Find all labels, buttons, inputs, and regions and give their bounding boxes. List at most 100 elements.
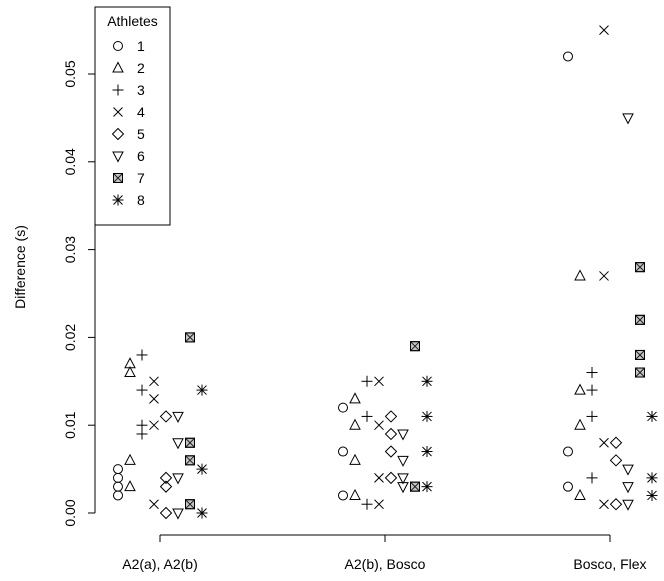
- data-point: [113, 464, 123, 475]
- legend: Athletes 1 2 3 4 5 6 7 8: [94, 6, 171, 226]
- data-point: [384, 445, 398, 458]
- y-axis-label: Difference (s): [12, 225, 28, 309]
- data-point: [172, 473, 184, 485]
- chart-points: [113, 25, 658, 520]
- data-point: [574, 269, 586, 281]
- data-point: [635, 367, 645, 378]
- data-point: [410, 481, 420, 492]
- data-point: [361, 498, 373, 510]
- data-point: [149, 420, 159, 431]
- data-point: [599, 499, 609, 510]
- data-point: [410, 341, 420, 352]
- legend-label: 8: [137, 192, 145, 208]
- y-tick-label: 0.02: [62, 324, 78, 351]
- data-point: [563, 446, 573, 457]
- data-point: [185, 437, 195, 448]
- data-point: [149, 499, 159, 510]
- legend-label: 5: [137, 126, 145, 142]
- data-point: [574, 383, 586, 395]
- data-point: [349, 418, 361, 430]
- data-point: [172, 508, 184, 520]
- data-point: [374, 376, 384, 387]
- legend-label: 4: [137, 104, 145, 120]
- axes: 0.00 0.01 0.02 0.03 0.04 0.05 A2(a), A2(b) A2(b…: [62, 60, 647, 572]
- data-point: [349, 453, 361, 465]
- data-point: [149, 376, 159, 387]
- data-point: [635, 262, 645, 273]
- data-point: [586, 384, 598, 396]
- data-point: [384, 471, 398, 485]
- data-point: [338, 490, 348, 501]
- data-point: [421, 446, 433, 458]
- legend-label: 6: [137, 148, 145, 164]
- data-point: [421, 375, 433, 387]
- legend-label: 1: [137, 38, 145, 54]
- data-point: [599, 271, 609, 281]
- data-point: [397, 455, 409, 467]
- data-point: [185, 332, 195, 343]
- legend-symbol: [112, 84, 124, 96]
- data-point: [374, 473, 384, 483]
- legend-title: Athletes: [107, 13, 158, 29]
- legend-label: 2: [137, 60, 145, 76]
- data-point: [196, 463, 208, 475]
- data-point: [185, 455, 195, 466]
- data-point: [622, 482, 634, 494]
- data-point: [196, 507, 208, 519]
- legend-symbol: [112, 194, 124, 206]
- data-point: [646, 410, 658, 422]
- data-point: [586, 472, 598, 484]
- data-point: [586, 367, 598, 379]
- data-point: [635, 349, 645, 360]
- data-point: [599, 437, 609, 448]
- data-point: [384, 427, 398, 441]
- data-point: [384, 410, 398, 423]
- data-point: [136, 349, 148, 361]
- data-point: [609, 436, 623, 449]
- data-point: [374, 420, 384, 431]
- data-point: [113, 472, 123, 483]
- data-point: [646, 489, 658, 501]
- data-point: [586, 410, 598, 422]
- data-point: [124, 480, 136, 492]
- data-point: [563, 51, 573, 62]
- data-point: [136, 384, 148, 396]
- data-point: [646, 472, 658, 484]
- data-point: [113, 481, 123, 492]
- data-point: [622, 464, 634, 476]
- data-point: [149, 394, 159, 404]
- legend-symbol: [112, 61, 124, 73]
- x-tick-label: Bosco, Flex: [573, 556, 646, 572]
- data-point: [338, 402, 348, 413]
- data-point: [397, 429, 409, 441]
- y-tick-label: 0.04: [62, 148, 78, 175]
- data-point: [338, 446, 348, 457]
- data-point: [397, 473, 409, 485]
- data-point: [196, 384, 208, 396]
- data-point: [159, 480, 173, 493]
- data-point: [172, 438, 184, 450]
- y-tick-label: 0.01: [62, 411, 78, 438]
- data-point: [574, 488, 586, 500]
- data-point: [124, 357, 136, 369]
- data-point: [374, 499, 384, 510]
- x-tick-label: A2(b), Bosco: [345, 556, 426, 572]
- data-point: [635, 314, 645, 325]
- data-point: [563, 481, 573, 492]
- data-point: [113, 490, 123, 501]
- data-point: [361, 375, 373, 387]
- data-point: [609, 498, 623, 511]
- legend-symbol: [113, 41, 123, 51]
- data-point: [159, 471, 173, 485]
- data-point: [361, 410, 373, 422]
- legend-symbol: [112, 151, 124, 163]
- legend-label: 7: [137, 170, 145, 186]
- legend-symbol: [113, 173, 123, 183]
- y-tick-label: 0.00: [62, 499, 78, 526]
- legend-box: [94, 6, 171, 226]
- legend-symbol: [113, 107, 123, 117]
- data-point: [421, 410, 433, 422]
- y-tick-label: 0.03: [62, 236, 78, 263]
- x-tick-label: A2(a), A2(b): [122, 556, 197, 572]
